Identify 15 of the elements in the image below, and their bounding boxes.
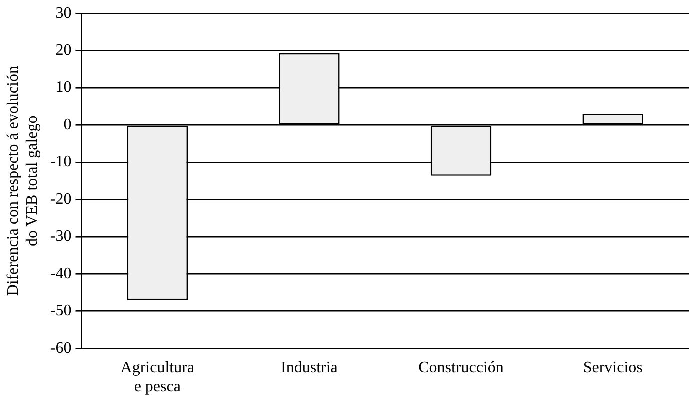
y-tick-label: 20 (56, 42, 72, 60)
y-tick-label: -10 (50, 154, 72, 171)
y-tick-label: -50 (50, 302, 72, 320)
y-tick-label: -30 (50, 228, 72, 246)
x-tick-label: Construcción (418, 359, 504, 376)
y-tick-label: 30 (56, 4, 72, 22)
y-axis-title: Diferencia con respecto á evolución do VEB total galego (4, 66, 42, 296)
x-tick-label: Industria (281, 359, 338, 376)
y-tick-label: -40 (50, 265, 72, 282)
y-tick-label: -20 (50, 190, 72, 208)
y-tick-label: 10 (56, 79, 72, 96)
y-tick-label: -60 (50, 340, 72, 357)
x-tick-label: Agricultura e pesca (120, 359, 195, 396)
x-tick-label: Servicios (583, 359, 643, 376)
y-tick-label: 0 (64, 116, 72, 134)
